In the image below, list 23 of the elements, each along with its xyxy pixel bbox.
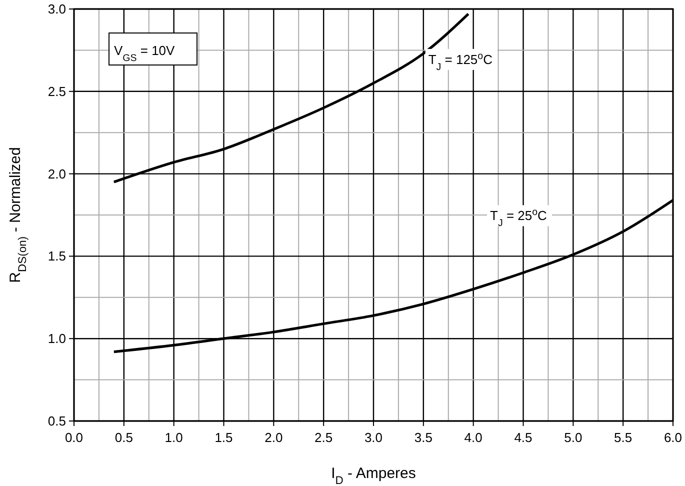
- x-tick-label: 6.0: [664, 430, 682, 445]
- y-tick-label: 2.5: [48, 84, 66, 99]
- x-tick-label: 0.5: [114, 430, 133, 445]
- x-tick-label: 3.0: [364, 430, 383, 445]
- y-tick-label: 1.5: [48, 248, 66, 264]
- x-tick-label: 5.0: [564, 430, 582, 445]
- text: T$_{J}$ = 25$^{o}$C: [490, 206, 547, 229]
- series-label: T$_{J}$ = 125$^{o}$C: [428, 50, 493, 72]
- x-tick-label: 1.5: [214, 430, 233, 445]
- x-axis-title: I$_{D}$ - Amperes: [331, 465, 416, 486]
- x-tick-label: 3.5: [414, 430, 432, 445]
- x-tick-label: 2.0: [264, 430, 283, 445]
- y-tick-label: 1.0: [48, 331, 66, 346]
- x-tick-label: 2.5: [314, 430, 333, 445]
- y-tick-label: 2.0: [48, 166, 66, 182]
- y-tick-label: 0.5: [48, 414, 66, 428]
- x-tick-label: 0.0: [64, 430, 84, 445]
- x-tick-label: 4.5: [514, 430, 532, 445]
- annotation: V$_{GS}$ = 10V: [114, 43, 176, 64]
- x-tick-label: 4.0: [464, 430, 482, 445]
- y-tick-label: 3.0: [48, 2, 66, 16]
- x-tick-label: 5.5: [614, 430, 632, 445]
- x-tick-label: 1.0: [164, 430, 183, 445]
